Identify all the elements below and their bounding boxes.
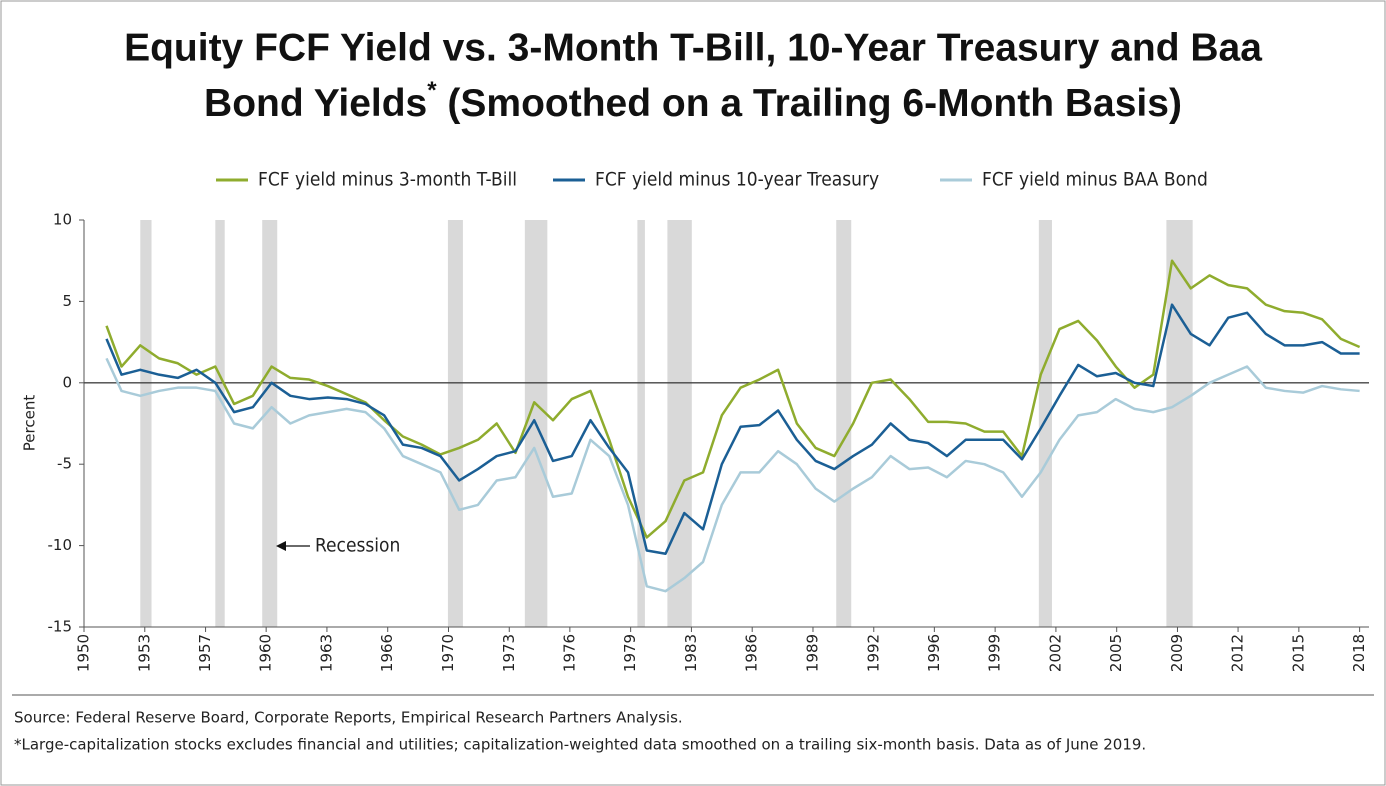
footnote: *Large-capitalization stocks excludes fi… [14,736,1146,754]
recession-band [447,220,463,627]
x-tick-label: 1989 [803,634,821,672]
x-tick-label: 1996 [925,634,943,672]
x-tick-label: 1986 [743,634,761,672]
legend-label: FCF yield minus BAA Bond [982,169,1208,191]
series-line [105,303,1360,555]
recession-band [262,220,278,627]
title-asterisk: * [427,77,437,104]
y-tick-label: -5 [57,455,72,473]
x-tick-label: 1966 [378,634,396,672]
y-tick-label: -10 [48,536,73,554]
x-tick-label: 2005 [1107,634,1125,672]
x-tick-label: 2018 [1350,634,1368,672]
x-tick-label: 1992 [864,634,882,672]
recession-band [637,220,645,627]
legend-label: FCF yield minus 3-month T-Bill [258,169,517,191]
y-tick-label: 10 [53,211,72,229]
x-tick-label: 1960 [257,634,275,672]
x-tick-label: 1983 [682,634,700,672]
chart-title: Equity FCF Yield vs. 3-Month T-Bill, 10-… [124,26,1262,69]
y-tick-label: -15 [48,618,73,636]
recession-band [667,220,692,627]
y-tick-label: 0 [62,373,72,391]
x-tick-label: 2015 [1289,634,1307,672]
x-tick-label: 1973 [500,634,518,672]
x-tick-label: 2002 [1046,634,1064,672]
recession-band [215,220,225,627]
title-part: (Smoothed on a Trailing 6-Month Basis) [437,82,1182,125]
annotation-arrowhead [276,541,286,551]
x-tick-label: 2009 [1168,634,1186,672]
source-note: Source: Federal Reserve Board, Corporate… [14,709,683,727]
x-tick-label: 1999 [986,634,1004,672]
x-tick-label: 1963 [317,634,335,672]
series-line [105,357,1360,593]
x-tick-label: 1957 [196,634,214,672]
title-part: Bond Yields [204,82,427,125]
chart-title: Bond Yields* (Smoothed on a Trailing 6-M… [204,77,1182,125]
series-line [105,259,1361,539]
x-tick-label: 1950 [75,634,93,672]
x-tick-label: 1953 [135,634,153,672]
recession-band [140,220,152,627]
x-tick-label: 1970 [439,634,457,672]
annotation: Recession [315,535,400,557]
recession-band [1166,220,1193,627]
y-tick-label: 5 [62,292,72,310]
x-tick-label: 1979 [621,634,639,672]
x-tick-label: 1976 [560,634,578,672]
recession-band [836,220,852,627]
legend-label: FCF yield minus 10-year Treasury [595,169,879,191]
x-tick-label: 2012 [1229,634,1247,672]
y-axis-label: Percent [21,395,39,452]
recession-band [1038,220,1052,627]
